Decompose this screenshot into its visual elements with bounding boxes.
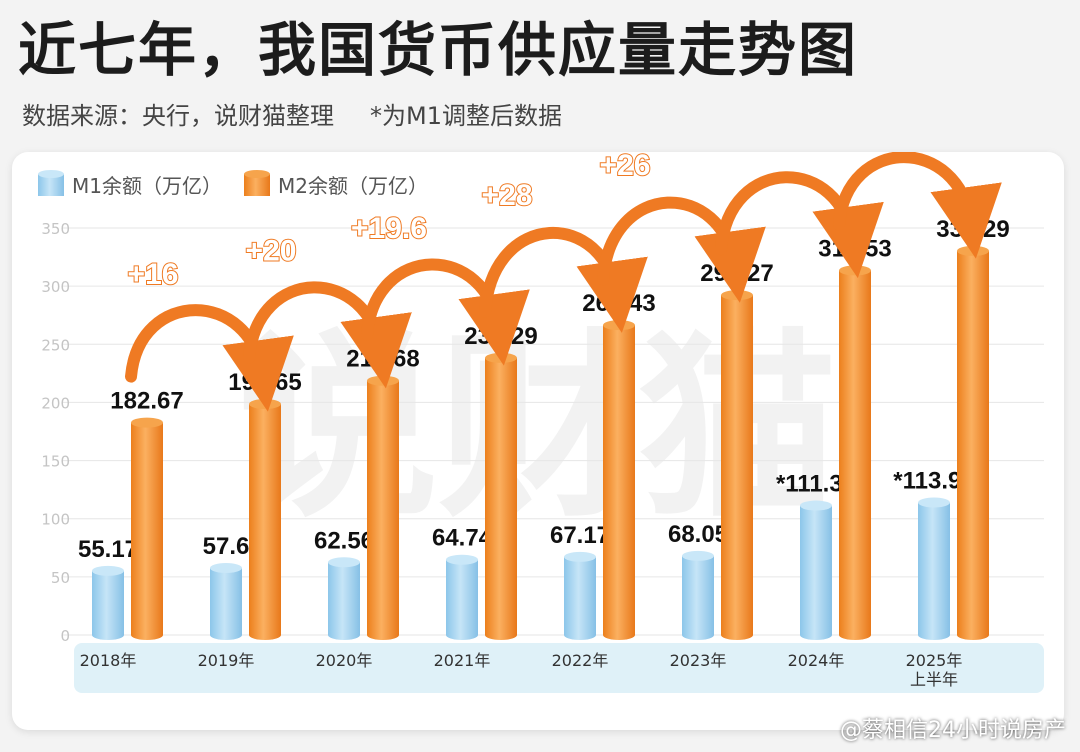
- m2-bar: [603, 325, 635, 635]
- m1-bar: [918, 502, 950, 635]
- y-tick-label: 0: [60, 627, 70, 645]
- m1-value-label: 57.6: [203, 533, 250, 560]
- legend-m2-swatch-cap: [244, 170, 270, 178]
- m1-bar: [800, 505, 832, 635]
- x-tick-label: 2024年: [788, 651, 845, 670]
- increment-label: +21.3: [705, 152, 781, 157]
- m2-bar-base: [367, 630, 399, 640]
- note-text: *为M1调整后数据: [370, 102, 562, 130]
- legend-m2-label: M2余额（万亿）: [278, 174, 428, 198]
- y-tick-label: 100: [41, 511, 70, 529]
- category-band: [74, 643, 1044, 693]
- m2-bar-base: [839, 630, 871, 640]
- page-title: 近七年，我国货币供应量走势图: [18, 16, 859, 84]
- m1-bar-cap: [92, 565, 124, 576]
- m2-bar: [721, 295, 753, 635]
- m1-bar-base: [328, 630, 360, 640]
- m1-bar-cap: [918, 497, 950, 508]
- m1-bar-cap: [446, 554, 478, 565]
- m1-bar: [92, 570, 124, 635]
- increment-label: +28: [482, 179, 533, 212]
- m1-value-label: 64.74: [432, 525, 493, 552]
- m1-value-label: 68.05: [668, 521, 728, 548]
- m2-bar-cap: [603, 320, 635, 331]
- y-tick-label: 250: [41, 336, 70, 354]
- x-tick-label: 2022年: [552, 651, 609, 670]
- m2-bar: [249, 403, 281, 635]
- m1-bar-base: [918, 630, 950, 640]
- growth-arrow: [833, 152, 1002, 259]
- x-tick-label: 2025年: [906, 651, 963, 670]
- legend-m1-swatch: [38, 174, 64, 196]
- m1-m2-bar-chart: 说财猫05010015020025030035055.17182.672018年…: [38, 152, 1044, 693]
- m2-bar-cap: [957, 245, 989, 256]
- m2-bar-cap: [839, 265, 871, 276]
- m2-bar-cap: [249, 398, 281, 409]
- m1-bar-cap: [328, 557, 360, 568]
- m1-value-label: 67.17: [550, 522, 610, 549]
- y-tick-label: 350: [41, 220, 70, 238]
- m2-bar-base: [485, 630, 517, 640]
- m2-bar: [485, 357, 517, 635]
- increment-label: +16: [128, 258, 179, 291]
- legend-m1-label: M1余额（万亿）: [72, 174, 222, 198]
- m2-bar: [131, 422, 163, 635]
- increment-label: +26: [600, 152, 651, 182]
- x-tick-label: 上半年: [910, 670, 958, 689]
- y-tick-label: 300: [41, 278, 70, 296]
- x-tick-label: 2019年: [198, 651, 255, 670]
- m1-bar-base: [564, 630, 596, 640]
- m2-bar-base: [131, 630, 163, 640]
- m1-bar-base: [92, 630, 124, 640]
- m1-bar-cap: [210, 563, 242, 574]
- increment-label: +19.6: [351, 212, 427, 245]
- m1-bar-cap: [564, 551, 596, 562]
- m2-bar: [957, 250, 989, 635]
- m1-bar: [682, 555, 714, 635]
- x-tick-label: 2020年: [316, 651, 373, 670]
- weibo-watermark: @蔡相信24小时说房产: [840, 718, 1066, 743]
- m1-bar: [446, 559, 478, 635]
- m2-value-label: 182.67: [110, 388, 183, 415]
- m1-bar-cap: [682, 550, 714, 561]
- m1-bar-base: [210, 630, 242, 640]
- m2-bar-cap: [721, 290, 753, 301]
- m1-bar-base: [446, 630, 478, 640]
- y-tick-label: 200: [41, 394, 70, 412]
- y-tick-label: 150: [41, 453, 70, 471]
- m2-bar-base: [721, 630, 753, 640]
- x-tick-label: 2018年: [80, 651, 137, 670]
- m1-bar-cap: [800, 500, 832, 511]
- m1-bar-base: [800, 630, 832, 640]
- m1-bar: [328, 562, 360, 635]
- m2-bar-base: [957, 630, 989, 640]
- chart-card: 说财猫 0 50 100 150 200 250 300 350 55.17 182.67 2018年…: [12, 152, 1064, 730]
- increment-label: +20: [246, 235, 297, 268]
- m2-bar-base: [249, 630, 281, 640]
- m2-bar-cap: [131, 417, 163, 428]
- m2-bar: [839, 270, 871, 635]
- m1-bar: [564, 556, 596, 635]
- y-tick-label: 50: [51, 569, 70, 587]
- m1-value-label: 62.56: [314, 527, 374, 554]
- legend-m2-swatch: [244, 174, 270, 196]
- subtitle: 数据来源：央行，说财猫整理 *为M1调整后数据: [22, 100, 562, 132]
- legend-m1-swatch-cap: [38, 170, 64, 178]
- m2-bar: [367, 380, 399, 635]
- m2-bar-base: [603, 630, 635, 640]
- m2-bar-cap: [485, 352, 517, 363]
- m1-bar: [210, 568, 242, 635]
- m1-bar-base: [682, 630, 714, 640]
- x-tick-label: 2021年: [434, 651, 491, 670]
- source-text: 数据来源：央行，说财猫整理: [22, 102, 334, 130]
- m1-value-label: 55.17: [78, 536, 138, 563]
- x-tick-label: 2023年: [670, 651, 727, 670]
- m2-bar-cap: [367, 375, 399, 386]
